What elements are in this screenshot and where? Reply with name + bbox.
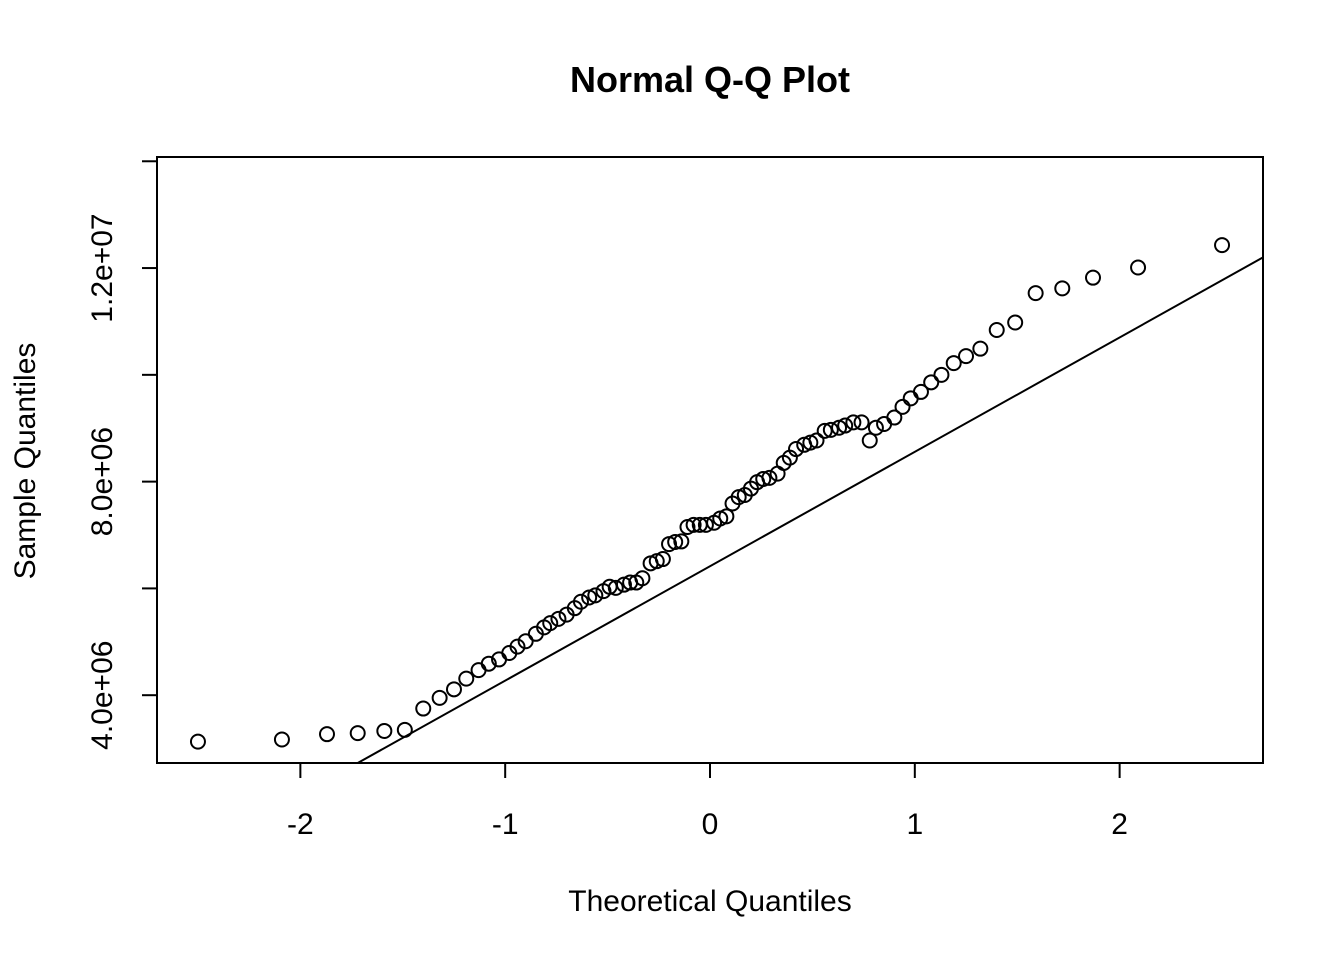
data-point — [415, 700, 432, 717]
data-point — [861, 432, 878, 449]
data-point — [853, 414, 870, 431]
data-point — [945, 355, 962, 372]
data-point — [912, 383, 929, 400]
data-point — [349, 725, 366, 742]
data-point — [718, 508, 735, 525]
x-tick-label: -2 — [287, 808, 314, 841]
data-point — [876, 415, 893, 432]
data-point — [886, 409, 903, 426]
data-point — [816, 422, 833, 439]
data-point — [755, 470, 772, 487]
data-point — [572, 593, 589, 610]
data-point — [769, 465, 786, 482]
data-point — [697, 516, 714, 533]
data-point — [808, 432, 825, 449]
data-point — [396, 721, 413, 738]
y-axis: 4.0e+06 8.0e+06 1.2e+07 — [86, 160, 157, 750]
data-point — [685, 516, 702, 533]
data-point — [1054, 280, 1071, 297]
data-point — [837, 417, 854, 434]
data-point — [1027, 285, 1044, 302]
data-point — [988, 321, 1005, 338]
x-tick-label: -1 — [492, 808, 519, 841]
y-axis-label: Sample Quantiles — [9, 343, 42, 580]
data-point — [1130, 259, 1147, 276]
data-point — [445, 681, 462, 698]
data-point — [542, 615, 559, 632]
plot-frame — [156, 156, 1264, 764]
data-point — [761, 469, 778, 486]
data-point — [923, 374, 940, 391]
y-tick-label: 4.0e+06 — [86, 641, 119, 750]
data-point — [480, 655, 497, 672]
data-point — [431, 689, 448, 706]
data-point — [189, 733, 206, 750]
data-point — [1085, 269, 1102, 286]
reference-line — [357, 256, 1264, 764]
chart-title: Normal Q-Q Plot — [570, 59, 850, 100]
x-axis: -2 -1 0 1 2 — [287, 763, 1128, 841]
data-point — [470, 662, 487, 679]
data-point — [972, 340, 989, 357]
data-point — [788, 441, 805, 458]
data-point — [958, 348, 975, 365]
y-tick-label: 8.0e+06 — [86, 427, 119, 536]
data-point — [273, 731, 290, 748]
x-tick-label: 0 — [702, 808, 719, 841]
y-tick-label: 1.2e+07 — [86, 213, 119, 322]
data-point — [376, 722, 393, 739]
data-point — [673, 533, 690, 550]
data-point — [607, 579, 624, 596]
x-tick-label: 2 — [1111, 808, 1128, 841]
data-point — [867, 419, 884, 436]
x-tick-label: 1 — [906, 808, 923, 841]
data-point — [1007, 314, 1024, 331]
data-point — [902, 390, 919, 407]
data-point — [654, 551, 671, 568]
data-point — [845, 414, 862, 431]
reference-line-group — [357, 256, 1264, 764]
data-point — [1214, 237, 1231, 254]
data-points — [189, 237, 1231, 750]
data-point — [634, 570, 651, 587]
data-point — [933, 366, 950, 383]
data-point — [517, 633, 534, 650]
x-axis-label: Theoretical Quantiles — [568, 885, 851, 918]
data-point — [822, 421, 839, 438]
data-point — [894, 398, 911, 415]
data-point — [550, 610, 567, 627]
data-point — [667, 533, 684, 550]
data-point — [458, 670, 475, 687]
data-point — [509, 638, 526, 655]
data-point — [587, 587, 604, 604]
data-point — [318, 726, 335, 743]
